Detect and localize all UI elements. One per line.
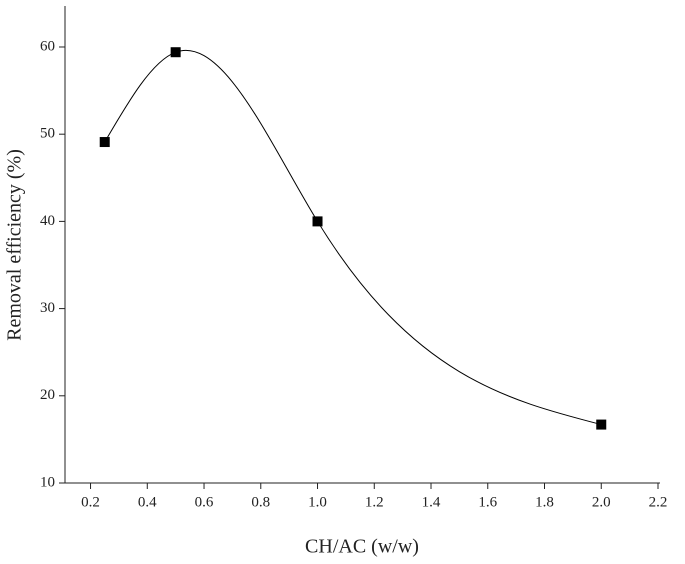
x-tick-label: 1.6 <box>478 494 497 510</box>
y-tick-label: 30 <box>40 300 55 316</box>
x-axis-title: CH/AC (w/w) <box>305 536 419 558</box>
marker <box>99 137 110 148</box>
y-tick-label: 50 <box>40 126 55 142</box>
marker <box>312 216 323 227</box>
y-tick-label: 20 <box>40 387 55 403</box>
x-tick-label: 1.0 <box>308 494 327 510</box>
x-tick-label: 2.0 <box>592 494 611 510</box>
y-axis-title: Removal efficiency (%) <box>4 149 26 341</box>
x-tick-label: 0.4 <box>138 494 157 510</box>
y-tick-label: 10 <box>40 474 55 490</box>
marker <box>596 419 607 430</box>
x-tick-label: 1.4 <box>422 494 441 510</box>
x-tick-label: 0.6 <box>195 494 214 510</box>
y-tick-label: 60 <box>40 38 55 54</box>
fit-line <box>104 49 602 426</box>
x-tick-label: 2.2 <box>649 494 668 510</box>
marker <box>170 47 181 58</box>
y-tick-label: 40 <box>40 213 55 229</box>
x-tick-label: 0.2 <box>81 494 100 510</box>
x-tick-label: 0.8 <box>251 494 270 510</box>
x-tick-label: 1.2 <box>365 494 384 510</box>
x-tick-label: 1.8 <box>535 494 554 510</box>
